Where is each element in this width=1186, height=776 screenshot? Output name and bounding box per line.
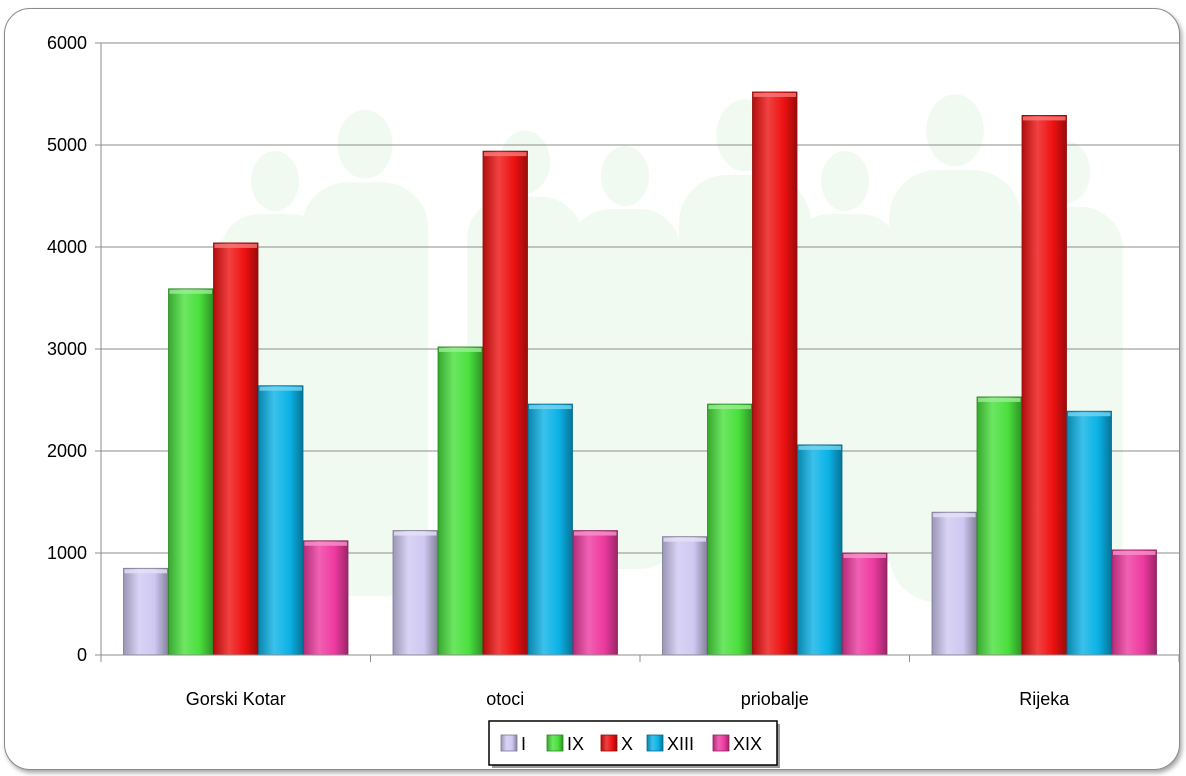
bar-highlight [304,541,347,546]
bar-highlight [394,531,437,536]
legend-swatch [646,734,664,752]
bar-highlight [1113,550,1156,555]
bar [213,242,259,656]
bar [931,511,977,656]
bar [662,536,708,656]
bar [482,150,528,656]
x-tick-label: priobalje [741,689,809,709]
x-tick-label: otoci [486,689,524,709]
silhouette-figure [301,109,429,597]
bar-highlight [529,405,572,410]
legend-swatch [712,734,730,752]
bar [842,552,888,656]
bar-highlight [214,243,257,248]
x-tick-label: Gorski Kotar [186,689,286,709]
bar [797,444,843,656]
bar-highlight [574,531,617,536]
y-tick-label: 6000 [47,33,87,53]
bar [976,396,1022,656]
bar-highlight [1068,412,1111,417]
legend-box [488,720,778,766]
bar [572,530,618,656]
bar [258,385,304,656]
bar [527,403,573,656]
bar [1066,410,1112,656]
bar-highlight [753,92,796,97]
bar-highlight [1023,116,1066,121]
x-tick-label: Rijeka [1019,689,1070,709]
bar [168,288,214,656]
bar [303,540,349,656]
y-tick-label: 2000 [47,441,87,461]
y-tick-label: 3000 [47,339,87,359]
legend-label: XIX [733,734,762,754]
bar-highlight [169,289,212,294]
bar [1021,115,1067,656]
legend-label: I [521,734,526,754]
silhouette-figure [570,146,680,569]
legend-swatch [600,734,618,752]
bar-highlight [259,386,302,391]
bar-highlight [933,513,976,518]
bar [752,91,798,656]
bar-highlight [124,569,167,574]
y-tick-label: 0 [77,645,87,665]
y-tick-label: 5000 [47,135,87,155]
bar [437,346,483,656]
bar [392,530,438,656]
chart-frame: 0 1000 2000 3000 4000 5000 6000 Gorski Kotar ot… [4,8,1180,770]
bar [123,567,169,656]
bar-highlight [843,554,886,558]
bar-highlight [708,405,751,410]
bar-chart: 0 1000 2000 3000 4000 5000 6000 Gorski Kotar ot… [47,33,1179,768]
legend-label: X [621,734,633,754]
y-tick-label: 4000 [47,237,87,257]
bar-highlight [798,445,841,450]
bar [1111,549,1157,656]
legend-swatch [500,734,518,752]
bar [707,403,753,656]
y-axis: 0 1000 2000 3000 4000 5000 6000 [47,33,102,665]
legend-swatch [546,734,564,752]
legend: I IX X XIII XIX [488,720,780,768]
legend-label: IX [567,734,584,754]
bar-highlight [663,537,706,542]
bar-highlight [484,152,527,157]
legend-label: XIII [667,734,694,754]
x-axis: Gorski Kotar otoci priobalje Rijeka [100,654,1179,709]
bars [123,91,1157,656]
y-tick-label: 1000 [47,543,87,563]
bar-highlight [439,347,482,352]
bar-highlight [978,397,1021,402]
